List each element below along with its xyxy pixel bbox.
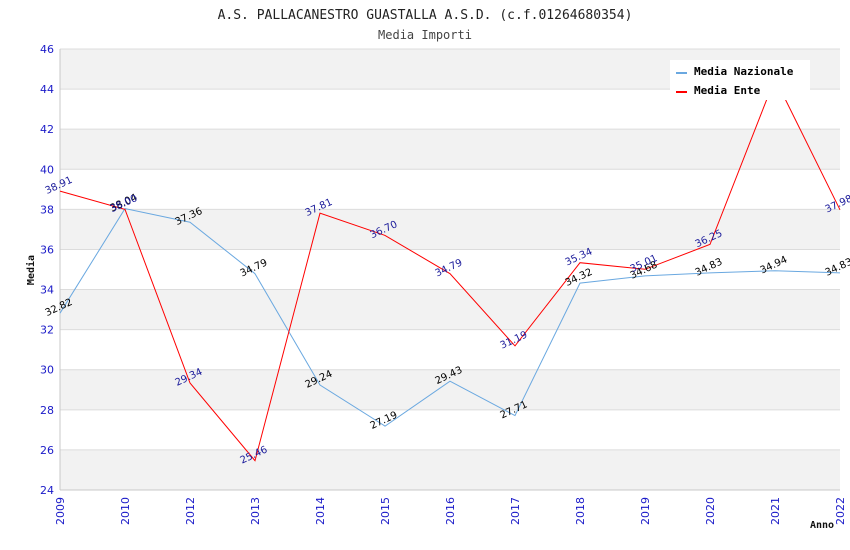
legend-label-media-nazionale: Media Nazionale [694, 65, 794, 78]
x-tick-labels: 2009 2010 2012 2013 2014 2015 2016 2017 2018 2019… [54, 497, 847, 525]
data-label: 27.19 [369, 410, 400, 432]
series-lines [59, 77, 841, 462]
series-line-media-ente [59, 77, 841, 462]
legend-box [670, 60, 810, 100]
grid-band [60, 129, 840, 170]
y-tick-label: 32 [40, 324, 54, 337]
x-tick-label: 2017 [509, 497, 522, 525]
y-tick-label: 38 [40, 203, 54, 216]
x-tick-label: 2019 [639, 497, 652, 525]
x-tick-label: 2010 [119, 497, 132, 525]
data-label: 34.94 [759, 254, 790, 276]
chart-title: A.S. PALLACANESTRO GUASTALLA A.S.D. (c.f… [218, 8, 633, 23]
x-tick-label: 2020 [704, 497, 717, 525]
grid-band [60, 209, 840, 250]
data-label: 34.83 [694, 257, 725, 279]
x-axis-label: Anno [810, 520, 834, 531]
y-tick-label: 46 [40, 43, 54, 56]
grid-band [60, 289, 840, 330]
x-tick-label: 2014 [314, 497, 327, 525]
chart-subtitle: Media Importi [378, 28, 472, 42]
y-tick-label: 24 [40, 484, 54, 497]
y-tick-label: 34 [40, 284, 54, 297]
y-tick-labels: 24 26 28 30 32 34 36 38 40 42 44 46 [40, 43, 54, 497]
y-tick-label: 26 [40, 444, 54, 457]
x-tick-label: 2015 [379, 497, 392, 525]
x-tick-label: 2022 [834, 497, 847, 525]
data-label: 34.83 [824, 257, 850, 279]
x-tick-label: 2016 [444, 497, 457, 525]
y-tick-label: 36 [40, 243, 54, 256]
grid-band [60, 369, 840, 410]
legend: Media Nazionale Media Ente [670, 60, 810, 100]
x-tick-label: 2009 [54, 497, 67, 525]
data-label: 34.79 [239, 257, 270, 279]
x-tick-label: 2021 [769, 497, 782, 525]
x-tick-label: 2013 [249, 497, 262, 525]
series-line-media-nazionale [59, 208, 841, 427]
grid-band [60, 449, 840, 490]
y-tick-label: 44 [40, 83, 54, 96]
y-tick-label: 40 [40, 163, 54, 176]
x-tick-label: 2018 [574, 497, 587, 525]
y-tick-label: 42 [40, 123, 54, 136]
y-tick-label: 28 [40, 404, 54, 417]
axes [59, 49, 840, 491]
y-tick-label: 30 [40, 364, 54, 377]
data-label: 34.79 [434, 257, 465, 279]
x-tick-label: 2012 [184, 497, 197, 525]
legend-label-media-ente: Media Ente [694, 84, 761, 97]
y-axis-label: Media [25, 255, 37, 285]
